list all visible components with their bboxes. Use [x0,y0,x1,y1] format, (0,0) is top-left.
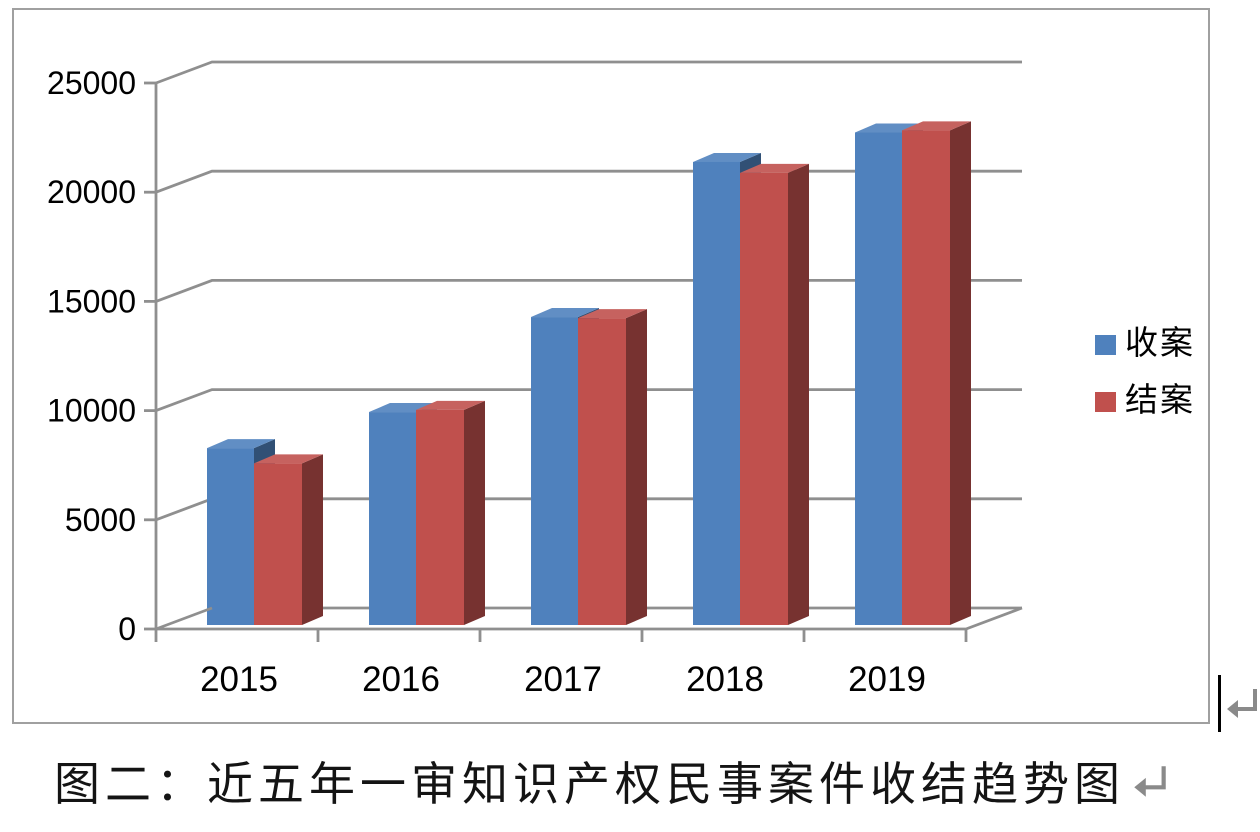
legend-swatch-closed-icon [1095,391,1116,412]
legend-swatch-received-icon [1095,334,1116,355]
bar-结案-2019[interactable] [902,121,971,625]
bar-结案-2017[interactable] [578,309,647,625]
x-category-label: 2019 [848,660,926,699]
legend-label-received: 收案 [1125,326,1195,362]
y-tick-label: 0 [118,611,136,647]
chart-frame[interactable]: 0 5000 10000 15000 20000 25000 2015 2016 2017 201… [12,8,1210,724]
gridline [155,60,1022,85]
figure-caption[interactable]: 图二：近五年一审知识产权民事案件收结趋势图 [54,748,1169,814]
paragraph-return-icon [1134,766,1166,797]
y-tick-label: 10000 [47,393,136,429]
x-category-label: 2018 [686,660,764,699]
bar-结案-2015[interactable] [254,454,323,625]
bar-chart-3d: 0 5000 10000 15000 20000 25000 2015 2016 2017 201… [47,60,1023,699]
y-tick-label: 5000 [65,502,136,538]
legend-item-received[interactable]: 收案 [1095,328,1195,361]
paragraph-return-icon [1227,689,1257,718]
y-tick-label: 15000 [47,283,136,319]
y-tick-label: 25000 [47,65,136,101]
chart-legend: 收案 结案 [1095,328,1195,418]
bar-结案-2018[interactable] [740,163,809,626]
x-axis-line [155,606,1023,631]
x-category-label: 2017 [524,660,602,699]
text-cursor [1218,675,1221,732]
figure-caption-text: 图二：近五年一审知识产权民事案件收结趋势图 [54,759,1125,810]
bar-结案-2016[interactable] [416,400,485,625]
y-tick-label: 20000 [47,174,136,210]
x-category-label: 2016 [362,660,440,699]
legend-label-closed: 结案 [1125,383,1195,419]
x-category-label: 2015 [200,660,278,699]
legend-item-closed[interactable]: 结案 [1095,385,1195,418]
